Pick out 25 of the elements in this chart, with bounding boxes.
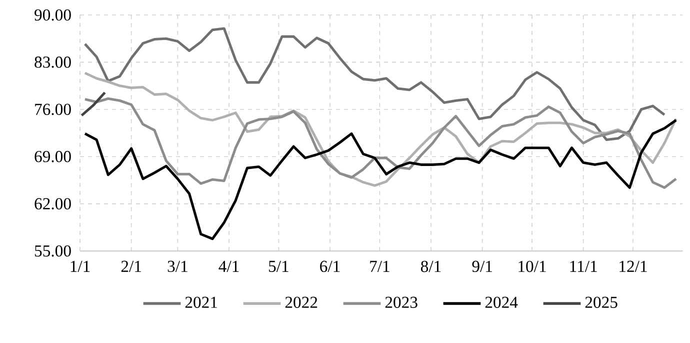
x-tick-label: 12/1 [620, 260, 647, 272]
legend-label: 2025 [585, 296, 618, 308]
x-tick-label: 5/1 [269, 260, 288, 272]
legend-label: 2021 [185, 296, 218, 308]
x-tick-label: 9/1 [472, 260, 492, 272]
y-tick-label: 90.00 [34, 9, 71, 21]
y-tick-label: 83.00 [34, 56, 71, 68]
legend-label: 2023 [385, 296, 418, 308]
x-tick-label: 6/1 [320, 260, 340, 272]
legend-label: 2022 [285, 296, 318, 308]
y-tick-label: 76.00 [35, 104, 71, 116]
x-tick-label: 4/1 [218, 260, 239, 272]
x-tick-label: 2/1 [121, 260, 141, 272]
y-tick-label: 69.00 [34, 150, 71, 162]
x-tick-label: 7/1 [370, 260, 390, 272]
y-tick-label: 62.00 [34, 198, 71, 210]
x-tick-label: 10/1 [518, 260, 546, 272]
line-series [84, 97, 678, 189]
x-tick-label: 1/1 [70, 260, 90, 272]
y-tick-label: 55.00 [34, 245, 71, 257]
x-tick-label: 8/1 [420, 260, 441, 272]
legend-label: 2024 [485, 296, 518, 308]
x-tick-label: 11/1 [570, 260, 597, 272]
line-series [84, 27, 666, 142]
x-tick-label: 3/1 [168, 260, 188, 272]
